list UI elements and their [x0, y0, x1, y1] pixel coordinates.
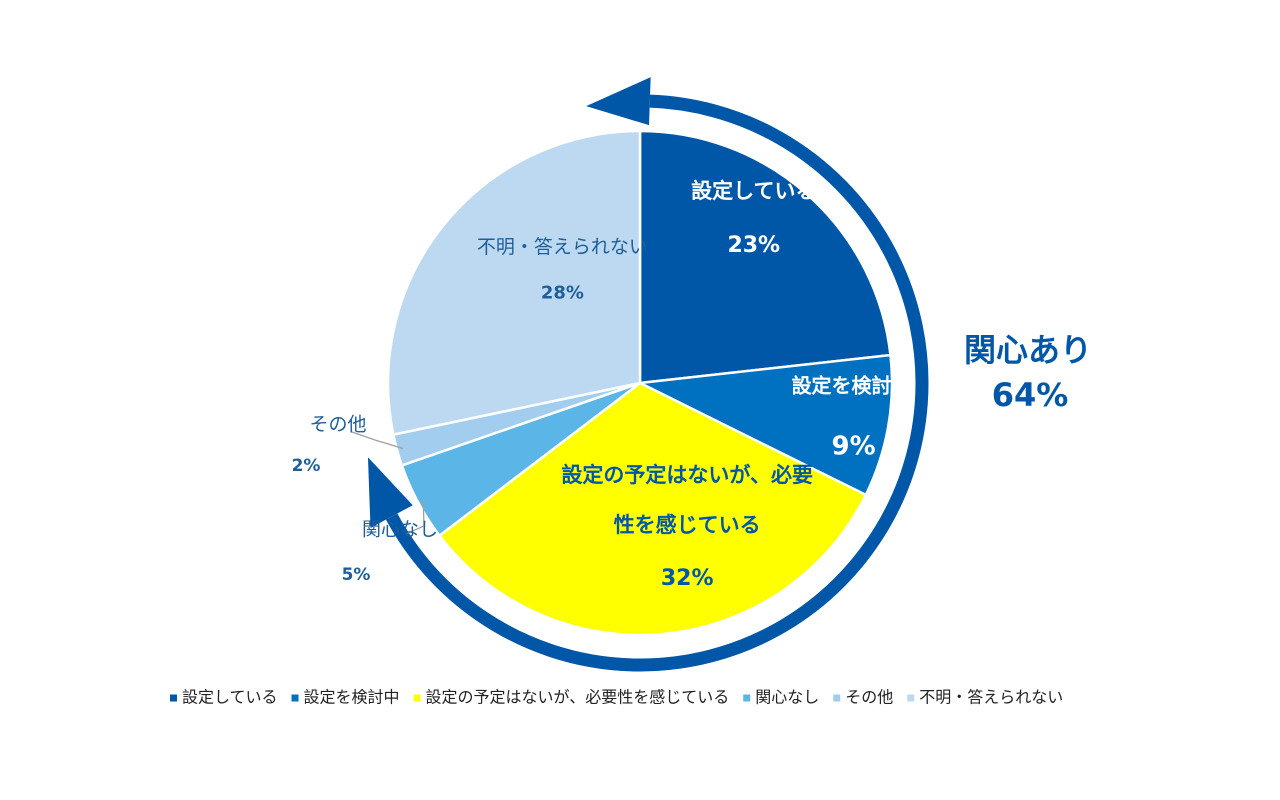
legend-label-1: 設定している [182, 688, 278, 707]
slice-value-3: 32% [661, 566, 714, 591]
pie-slice-2 [635, 353, 894, 497]
interest-arrow-head-bottom [367, 457, 413, 528]
legend-label-2: 設定を検討中 [304, 688, 400, 707]
slice-label-3-line2: 性を感じている [614, 513, 761, 537]
interest-arrow [367, 77, 929, 672]
legend-label-5: その他 [845, 688, 893, 707]
interest-arrow-arc [385, 94, 929, 672]
slice-label-3-line1: 設定の予定はないが、必要 [561, 463, 813, 487]
pie-slices [386, 129, 894, 637]
slice-value-6: 28% [541, 283, 584, 304]
legend-swatch-4 [743, 694, 751, 702]
legend-swatch-1 [170, 694, 177, 702]
slice-value-5: 2% [292, 456, 321, 476]
pie-slice-3 [437, 381, 868, 637]
leader-line-4 [405, 499, 425, 535]
slice-label-6: 不明・答えられない [477, 236, 648, 258]
interest-annotation-value: 64% [992, 376, 1069, 414]
slice-labels: 設定している 23% 設定を検討中 9% 設定の予定はないが、必要性を感じている 32% 不… [292, 179, 912, 591]
slice-label-2: 設定を検討中 [792, 374, 912, 398]
pie-slice-6 [386, 129, 642, 437]
interest-annotation-label: 関心あり [964, 331, 1092, 369]
slice-value-4: 5% [342, 565, 371, 585]
legend: 設定している 設定を検討中 設定の予定はないが、必要性を感じている 関心なし その他 不明… [170, 688, 1063, 707]
interest-arrow-head-top [586, 77, 651, 126]
legend-label-3: 設定の予定はないが、必要性を感じている [426, 688, 730, 707]
legend-swatch-2 [291, 694, 299, 702]
legend-swatch-6 [907, 694, 915, 702]
slice-value-1: 23% [727, 233, 780, 258]
leader-line-5 [351, 431, 404, 450]
slice-label-4: 関心なし [362, 519, 438, 541]
legend-swatch-5 [833, 694, 841, 702]
leader-lines [351, 431, 425, 535]
legend-swatch-3 [413, 694, 421, 702]
pie-slice-1 [638, 129, 892, 385]
legend-label-4: 関心なし [755, 688, 819, 707]
slice-label-1: 設定している [691, 179, 816, 203]
slice-value-2: 9% [831, 432, 875, 462]
slice-label-5: その他 [309, 414, 366, 436]
legend-label-6: 不明・答えられない [919, 688, 1063, 707]
